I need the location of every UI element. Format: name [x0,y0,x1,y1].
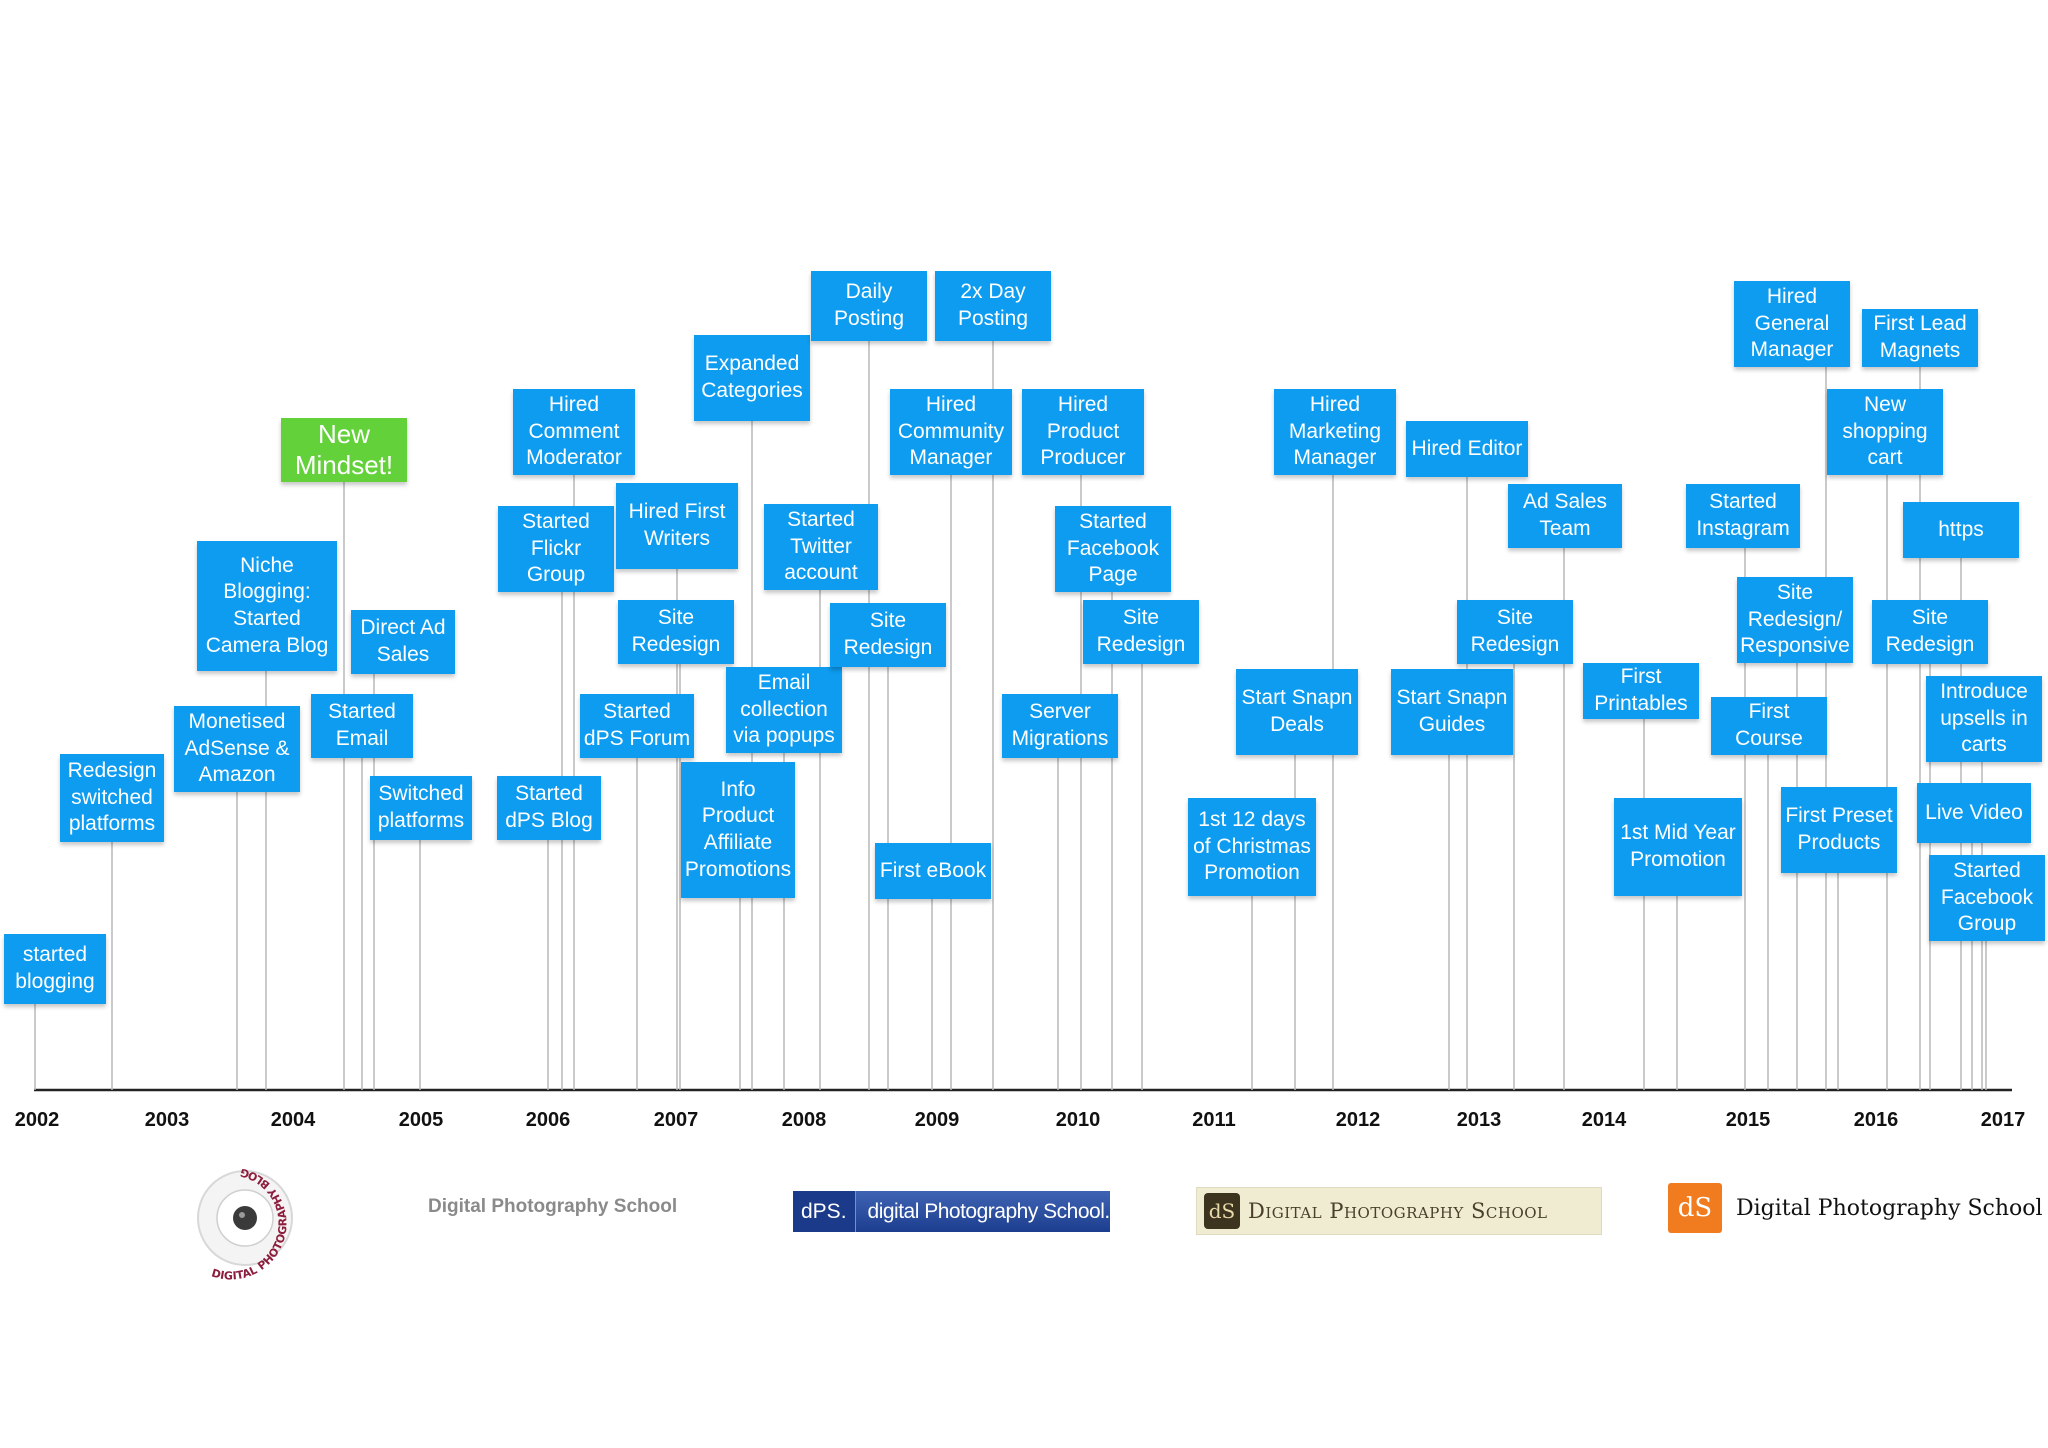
event-box: Hired Community Manager [890,389,1012,475]
event-box: Email collection via popups [726,667,842,753]
dps-mark-icon: dS [1204,1193,1240,1229]
event-box: Switched platforms [370,776,472,840]
event-box: Ad Sales Team [1508,484,1622,548]
logo3-badge: dPS. [793,1191,856,1232]
year-label: 2007 [653,1109,699,1131]
event-box: Started Flickr Group [498,506,614,592]
event-box: First eBook [875,843,991,899]
event-box: Niche Blogging: Started Camera Blog [197,541,337,671]
event-box: Started Facebook Group [1929,855,2045,941]
event-box: Site Redesign [830,603,946,667]
year-label: 2012 [1335,1109,1381,1131]
event-box: Start Snapn Deals [1236,669,1358,755]
year-label: 2011 [1192,1109,1236,1131]
year-label: 2014 [1581,1109,1627,1131]
event-box: Expanded Categories [694,335,810,421]
event-box: Started Twitter account [764,504,878,590]
event-box: 1st Mid Year Promotion [1614,798,1742,896]
event-box: Hired General Manager [1734,281,1850,367]
event-box: First Course [1711,697,1827,755]
event-box: Monetised AdSense & Amazon [174,706,300,792]
year-label: 2016 [1853,1109,1899,1131]
event-box: Site Redesign [1083,600,1199,664]
event-box: First Preset Products [1781,787,1897,873]
event-box: Started dPS Forum [580,694,694,758]
event-box: Info Product Affiliate Promotions [681,762,795,898]
event-box: https [1903,502,2019,558]
event-box: Site Redesign [1457,600,1573,664]
year-label: 2015 [1725,1109,1771,1131]
event-box: Started Email [311,694,413,758]
year-label: 2002 [14,1109,60,1131]
event-box: 2x Day Posting [935,271,1051,341]
year-label: 2010 [1055,1109,1101,1131]
event-box: Direct Ad Sales [351,610,455,674]
event-box: New shopping cart [1827,389,1943,475]
event-box: Server Migrations [1002,694,1118,758]
year-label: 2005 [398,1109,444,1131]
event-box: Introduce upsells in carts [1926,676,2042,762]
digital-photography-blog-logo: DIGITAL PHOTOGRAPHY BLOG [193,1148,323,1298]
event-box: First Printables [1583,663,1699,719]
year-label: 2006 [525,1109,571,1131]
event-box: Hired Product Producer [1022,389,1144,475]
event-box: Started dPS Blog [497,776,601,840]
year-label: 2003 [144,1109,190,1131]
year-label: 2013 [1456,1109,1502,1131]
event-box: 1st 12 days of Christmas Promotion [1188,798,1316,896]
event-box: First Lead Magnets [1862,309,1978,367]
event-box: Site Redesign [1872,600,1988,664]
event-box: Started Instagram [1686,484,1800,548]
event-box: Hired Editor [1406,421,1528,477]
event-box: Started Facebook Page [1055,506,1171,592]
event-box: Start Snapn Guides [1391,669,1513,755]
event-box: Hired First Writers [616,483,738,569]
logo5-text: Digital Photography School [1736,1195,2043,1221]
year-label: 2004 [270,1109,316,1131]
event-box: Site Redesign/ Responsive [1737,577,1853,663]
dps-orange-mark-icon: dS [1668,1183,1722,1233]
event-box: started blogging [4,934,106,1004]
dps-logo-blue: dPS. digital Photography School. [793,1191,1110,1232]
year-label: 2017 [1980,1109,2026,1131]
event-box-highlight: New Mindset! [281,418,407,482]
dps-logo-orange: dS Digital Photography School [1668,1183,2043,1233]
dps-logo-cream: dS Digital Photography School [1196,1187,1602,1235]
event-box: Hired Marketing Manager [1274,389,1396,475]
event-box: Daily Posting [811,271,927,341]
event-box: Hired Comment Moderator [513,389,635,475]
year-label: 2008 [781,1109,827,1131]
logo3-text: digital Photography School. [867,1199,1111,1223]
year-label: 2009 [914,1109,960,1131]
logo4-text: Digital Photography School [1248,1199,1548,1223]
event-box: Site Redesign [618,600,734,664]
event-box: Redesign switched platforms [60,754,164,842]
digital-photography-school-logo-plain: Digital Photography School [428,1196,678,1217]
event-box: Live Video [1917,783,2031,843]
